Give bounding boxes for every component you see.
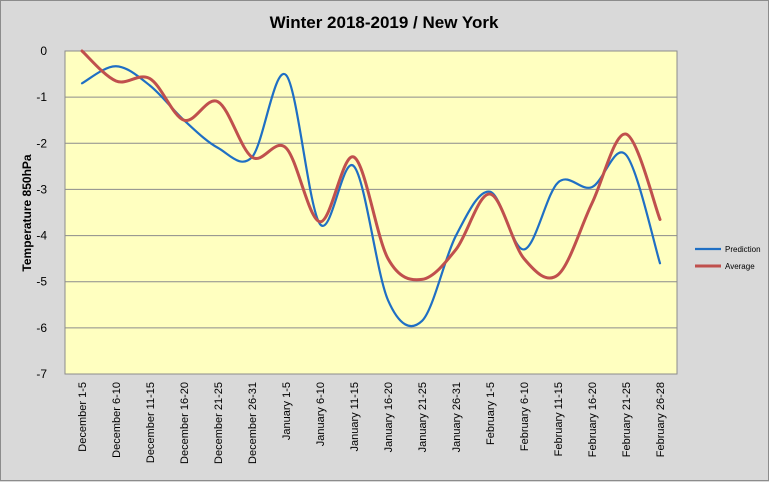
x-tick-label: January 21-25 bbox=[417, 382, 429, 452]
x-tick-label: December 21-25 bbox=[213, 382, 225, 464]
x-tick-label: December 6-10 bbox=[111, 382, 123, 458]
series-lines bbox=[80, 49, 662, 327]
x-tick-label: December 26-31 bbox=[247, 382, 259, 464]
x-tick-label: January 26-31 bbox=[451, 382, 463, 452]
legend: Prediction Average bbox=[695, 245, 761, 271]
x-axis-tick-labels: December 1-5 December 6-10 December 11-15 D… bbox=[77, 382, 667, 464]
x-tick-label: January 1-5 bbox=[281, 382, 293, 440]
x-tick-label: February 21-25 bbox=[621, 382, 633, 457]
x-tick-label: January 16-20 bbox=[383, 382, 395, 452]
legend-label-prediction: Prediction bbox=[725, 245, 761, 254]
y-tick-label: -7 bbox=[36, 367, 47, 381]
gridlines bbox=[65, 96, 677, 329]
y-tick-label: -4 bbox=[36, 229, 47, 243]
x-tick-label: February 6-10 bbox=[519, 382, 531, 451]
y-tick-label: -3 bbox=[36, 182, 47, 196]
y-tick-label: 0 bbox=[40, 44, 47, 58]
legend-label-average: Average bbox=[725, 262, 755, 271]
x-tick-label: December 1-5 bbox=[77, 382, 89, 452]
y-tick-label: -2 bbox=[36, 136, 47, 150]
x-tick-label: January 11-15 bbox=[349, 382, 361, 452]
y-tick-label: -5 bbox=[36, 275, 47, 289]
plot-area bbox=[64, 50, 678, 375]
series-line-average bbox=[80, 49, 662, 282]
x-tick-label: February 26-28 bbox=[655, 382, 667, 457]
x-tick-label: January 6-10 bbox=[315, 382, 327, 446]
y-tick-label: -1 bbox=[36, 90, 47, 104]
y-axis-tick-labels: 0 -1 -2 -3 -4 -5 -6 -7 bbox=[36, 44, 47, 381]
series-line-prediction bbox=[80, 65, 662, 327]
x-tick-label: December 16-20 bbox=[179, 382, 191, 464]
x-tick-label: December 11-15 bbox=[145, 382, 157, 463]
x-tick-label: February 16-20 bbox=[587, 382, 599, 457]
x-tick-label: February 11-15 bbox=[553, 382, 565, 456]
x-tick-label: February 1-5 bbox=[485, 382, 497, 445]
y-tick-label: -6 bbox=[36, 321, 47, 335]
y-axis-label: Temperature 850hPa bbox=[20, 154, 34, 271]
chart-title: Winter 2018-2019 / New York bbox=[270, 13, 499, 32]
